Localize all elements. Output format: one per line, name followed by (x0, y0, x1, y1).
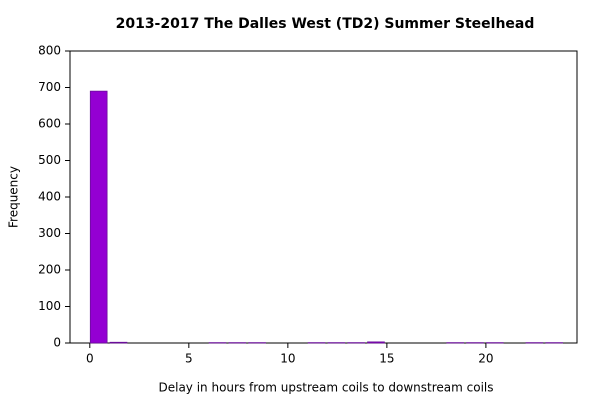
y-tick-label: 400 (38, 190, 61, 204)
y-tick-label: 700 (38, 80, 61, 94)
bar (109, 341, 128, 344)
y-tick-label: 500 (38, 153, 61, 167)
x-tick-label: 20 (478, 352, 493, 366)
y-tick-label: 800 (38, 44, 61, 58)
y-tick-label: 100 (38, 299, 61, 313)
bar (89, 90, 108, 344)
y-tick-label: 200 (38, 263, 61, 277)
x-tick-label: 10 (280, 352, 295, 366)
x-axis-label: Delay in hours from upstream coils to do… (158, 381, 493, 395)
y-axis-label: Frequency (7, 166, 21, 228)
y-tick-label: 300 (38, 226, 61, 240)
chart-title: 2013-2017 The Dalles West (TD2) Summer S… (116, 16, 535, 32)
x-tick-label: 0 (86, 352, 94, 366)
y-tick-label: 600 (38, 117, 61, 131)
x-tick-label: 5 (185, 352, 193, 366)
y-tick-label: 0 (53, 336, 61, 350)
plot-frame (69, 50, 578, 344)
x-tick-label: 15 (379, 352, 394, 366)
bar (367, 341, 385, 344)
